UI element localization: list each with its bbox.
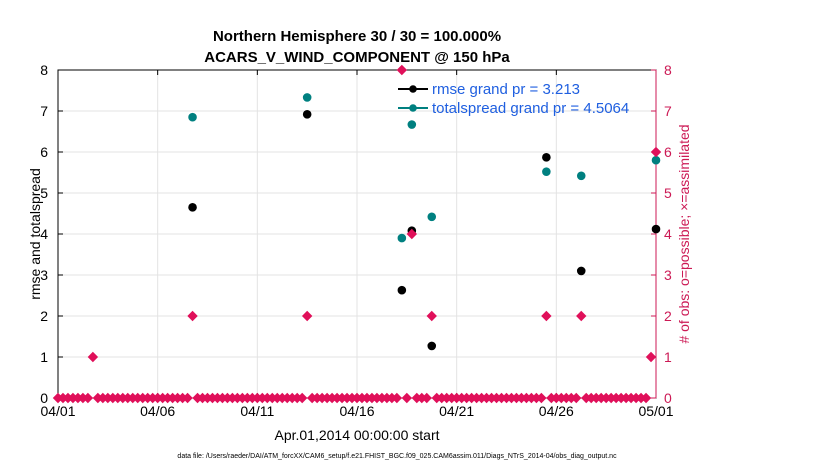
chart-title-line1: Northern Hemisphere 30 / 30 = 100.000%	[213, 28, 501, 45]
obs-zero-marker	[536, 392, 547, 404]
footer-data-file: data file: /Users/raeder/DAI/ATM_forcXX/…	[177, 453, 617, 460]
obs-zero-marker	[640, 392, 652, 404]
chart-title-line2: ACARS_V_WIND_COMPONENT @ 150 hPa	[204, 49, 510, 66]
y-axis-label-right: # of obs: o=possible; ×=assimilated	[676, 124, 692, 343]
y-tick-label-left: 6	[40, 144, 48, 160]
totalspread-point	[302, 93, 312, 102]
obs-possible-point	[396, 64, 408, 76]
legend-label-rmse: rmse grand pr = 3.213	[432, 81, 580, 98]
legend: rmse grand pr = 3.213 totalspread grand …	[398, 81, 629, 117]
totalspread-point	[188, 112, 197, 122]
y-tick-label-left: 8	[40, 62, 48, 78]
obs-possible-point	[576, 310, 587, 322]
obs-possible-point	[87, 351, 99, 363]
y-tick-label-right: 5	[664, 185, 672, 201]
obs-possible-point	[645, 351, 657, 363]
rmse-point	[576, 266, 586, 276]
rmse-point	[188, 203, 197, 212]
y-tick-label-right: 3	[664, 267, 672, 283]
obs-possible-point	[406, 228, 418, 240]
obs-zero-marker	[82, 392, 94, 404]
grid	[57, 70, 657, 398]
x-tick-label: 04/21	[439, 403, 474, 419]
y-tick-label-left: 7	[40, 103, 48, 119]
y-tick-label-right: 1	[664, 349, 672, 365]
totalspread-point	[542, 167, 551, 176]
totalspread-point	[397, 233, 407, 243]
x-axis-label: Apr.01,2014 00:00:00 start	[274, 427, 439, 443]
totalspread-point	[427, 212, 437, 222]
y-tick-label-right: 4	[664, 226, 672, 242]
rmse-point	[397, 285, 407, 295]
x-tick-label: 04/06	[140, 403, 175, 419]
y-tick-label-left: 4	[40, 226, 48, 242]
y-tick-label-right: 6	[664, 144, 672, 160]
rmse-point	[651, 224, 661, 234]
y-tick-label-right: 0	[664, 390, 672, 406]
obs-possible-point	[650, 146, 662, 158]
obs-zero-marker	[401, 392, 413, 404]
y-tick-label-right: 2	[664, 308, 672, 324]
legend-label-totalspread: totalspread grand pr = 4.5064	[432, 100, 629, 117]
y-tick-label-right: 8	[664, 62, 672, 78]
data-marks	[52, 64, 662, 404]
obs-zero-marker	[296, 392, 308, 404]
x-tick-label: 05/01	[638, 403, 673, 419]
obs-possible-point	[541, 310, 552, 322]
totalspread-point	[407, 120, 417, 129]
y-tick-label-left: 1	[40, 349, 48, 365]
y-tick-label-left: 0	[40, 390, 48, 406]
obs-zero-marker	[571, 392, 582, 404]
obs-possible-point	[426, 310, 437, 322]
obs-possible-point	[301, 310, 313, 322]
legend-marker-totalspread	[409, 104, 417, 112]
x-tick-label: 04/16	[339, 403, 374, 419]
totalspread-point	[651, 155, 661, 165]
y-tick-label-right: 7	[664, 103, 672, 119]
obs-possible-point	[187, 310, 198, 322]
x-tick-label: 04/26	[539, 403, 574, 419]
obs-zero-marker	[421, 392, 432, 404]
rmse-point	[427, 341, 437, 351]
totalspread-point	[576, 171, 586, 181]
x-tick-label: 04/01	[40, 403, 75, 419]
y-axis-label-left: rmse and totalspread	[27, 168, 43, 300]
obs-zero-marker	[391, 392, 403, 404]
y-tick-label-left: 3	[40, 267, 48, 283]
x-tick-label: 04/11	[240, 403, 274, 419]
rmse-point	[302, 109, 312, 119]
rmse-point	[542, 153, 551, 162]
legend-marker-rmse	[409, 85, 417, 93]
y-tick-label-left: 2	[40, 308, 48, 324]
obs-zero-marker	[182, 392, 193, 404]
y-tick-label-left: 5	[40, 185, 48, 201]
